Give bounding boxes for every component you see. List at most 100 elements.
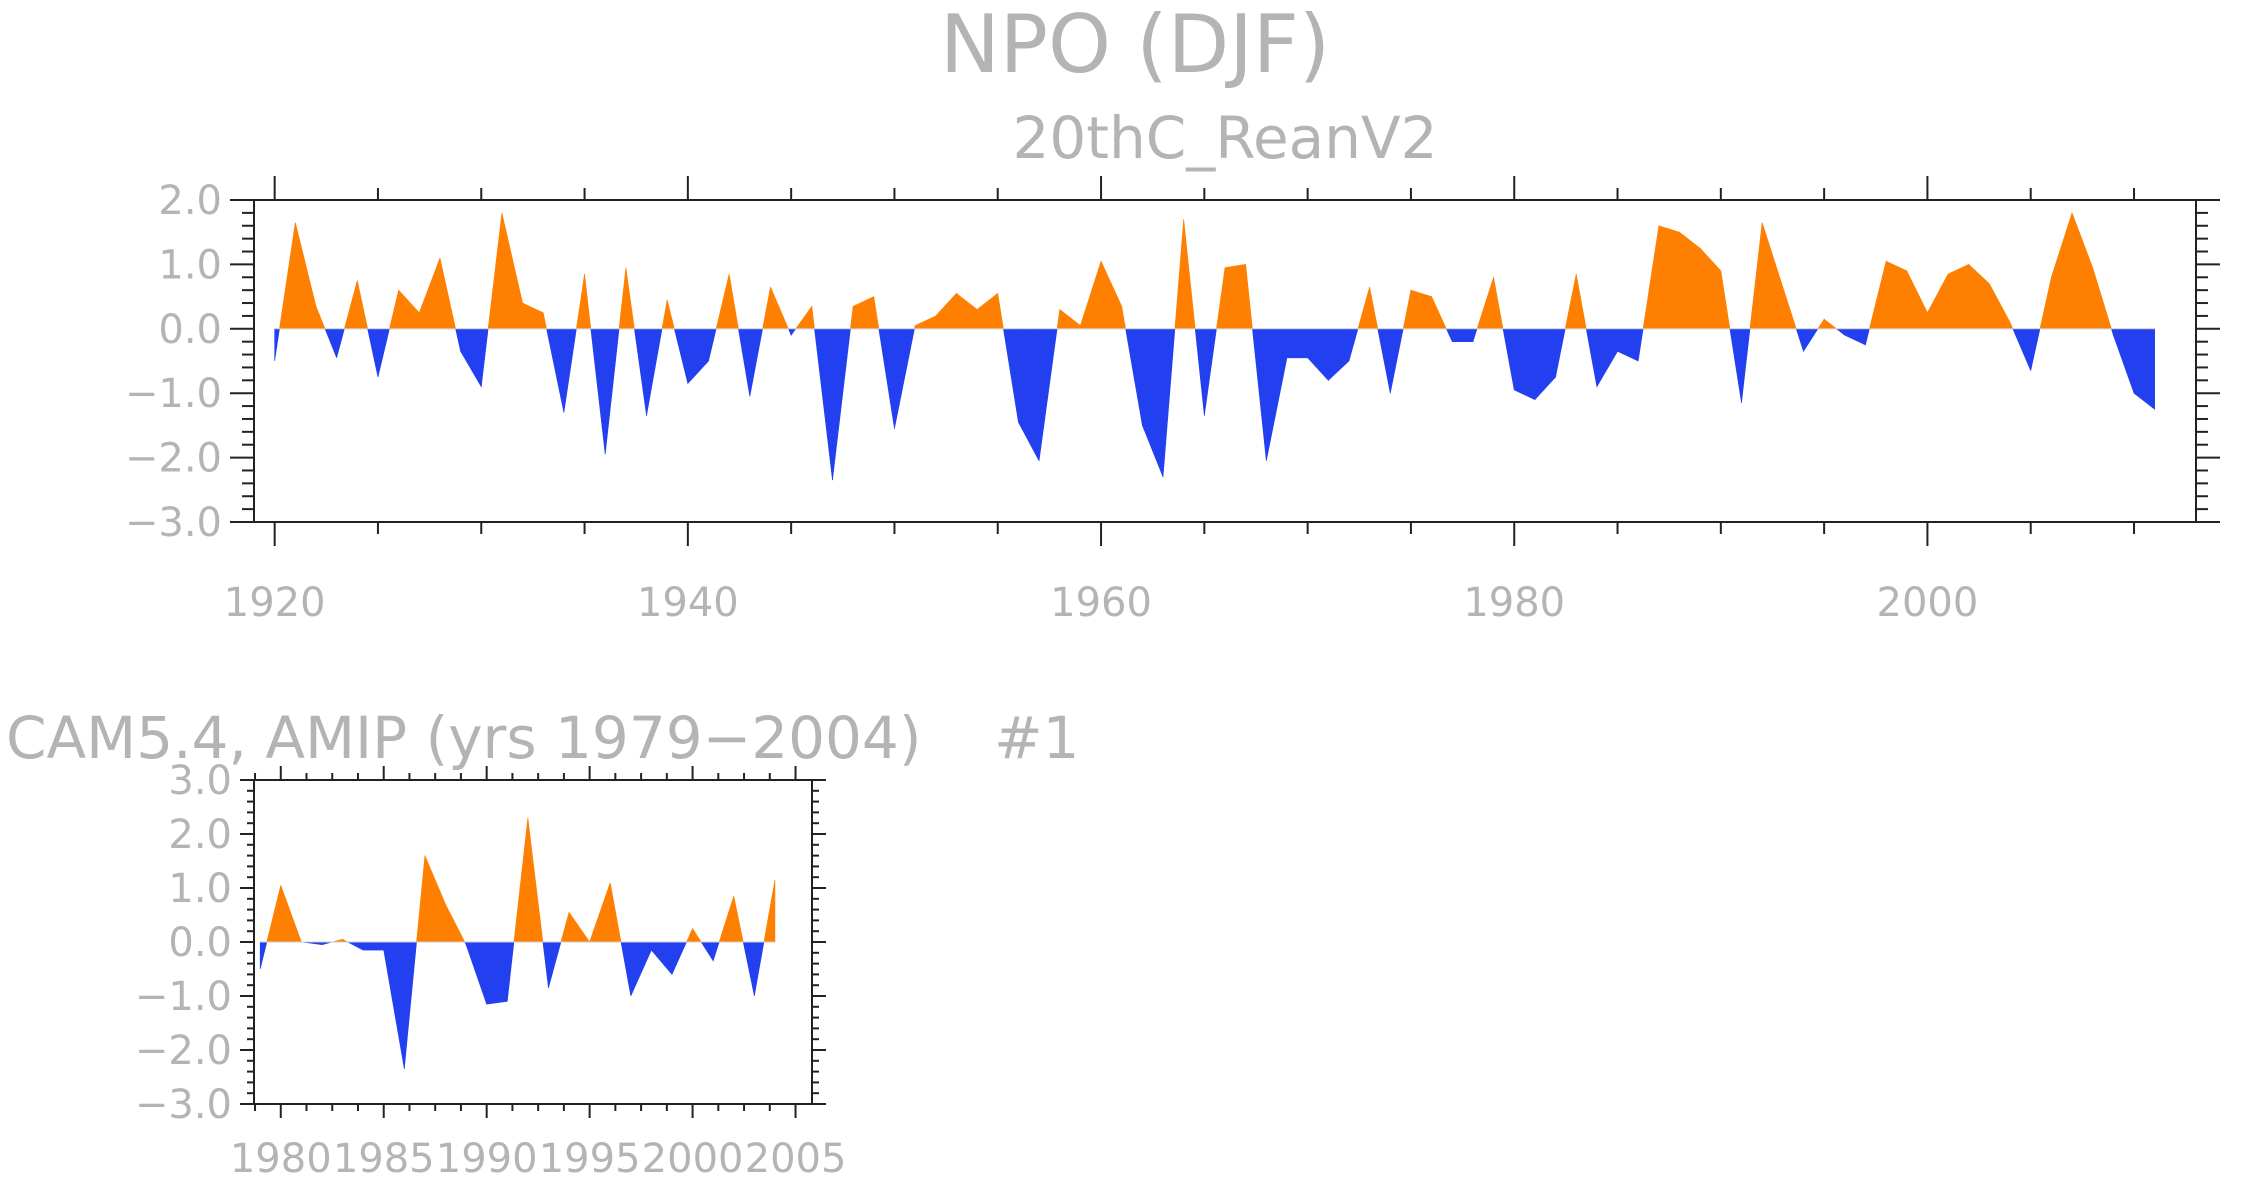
area-segment: [315, 306, 326, 330]
model-run-label: #1: [994, 704, 1080, 772]
area-segment: [487, 212, 503, 330]
area-segment: [590, 328, 606, 455]
area-segment: [1174, 219, 1184, 330]
area-segment: [1596, 328, 1618, 388]
area-segment: [377, 328, 390, 378]
area-segment: [763, 879, 776, 943]
area-segment: [878, 328, 895, 429]
area-segment: [560, 912, 570, 943]
area-segment: [1038, 328, 1058, 461]
x-tick-label: 1980: [1463, 580, 1565, 626]
area-segment: [661, 299, 668, 330]
area-segment: [686, 928, 693, 943]
model-series: [259, 817, 776, 1069]
area-segment: [266, 885, 282, 943]
area-segment: [480, 328, 489, 387]
area-segment: [712, 941, 720, 961]
area-segment: [1245, 264, 1253, 330]
area-segment: [1658, 225, 1680, 330]
area-segment: [1823, 318, 1838, 330]
area-segment: [1357, 286, 1370, 330]
area-segment: [2133, 328, 2155, 410]
area-segment: [1369, 286, 1379, 330]
area-segment: [2030, 328, 2041, 371]
area-segment: [1947, 263, 1970, 330]
area-segment: [1389, 328, 1404, 394]
area-segment: [513, 817, 529, 943]
y-tick-label: 2.0: [158, 178, 222, 224]
area-segment: [894, 328, 915, 429]
x-tick-label: 1940: [637, 580, 739, 626]
area-segment: [618, 267, 627, 330]
area-segment: [976, 292, 999, 330]
area-segment: [280, 885, 302, 943]
area-segment: [486, 941, 508, 1005]
area-segment: [1835, 328, 1846, 336]
area-segment: [852, 296, 875, 330]
area-segment: [576, 274, 585, 330]
y-tick-label: 1.0: [158, 242, 222, 288]
model-y-axis: 3.0 2.0 1.0 0.0 −1.0 −2.0 −3.0: [135, 758, 826, 1128]
area-segment: [749, 328, 763, 397]
x-tick-label: 1985: [333, 1136, 435, 1177]
area-segment: [2009, 322, 2014, 330]
area-segment: [620, 941, 632, 997]
area-segment: [1451, 328, 1474, 342]
area-segment: [295, 222, 317, 330]
area-segment: [1749, 222, 1763, 330]
area-segment: [832, 328, 851, 481]
area-segment: [542, 941, 549, 988]
y-tick-label: 0.0: [158, 307, 222, 353]
reanalysis-chart: 20thC_ReanV2 2.01.00.0−1.0−2.0−3.0 1920 1…: [125, 104, 2220, 626]
reanalysis-plot-frame: [253, 199, 2197, 523]
area-segment: [692, 927, 702, 943]
area-segment: [651, 941, 673, 976]
area-segment: [389, 290, 399, 330]
area-segment: [1100, 261, 1122, 330]
y-tick-label: 3.0: [168, 758, 232, 804]
area-segment: [814, 328, 833, 481]
area-segment: [728, 274, 739, 330]
area-segment: [1056, 309, 1061, 330]
area-segment: [1476, 277, 1494, 330]
area-segment: [563, 328, 577, 413]
area-segment: [1224, 264, 1246, 330]
x-tick-label: 1980: [230, 1136, 332, 1177]
area-segment: [1402, 290, 1412, 330]
x-tick-label: 1990: [436, 1136, 538, 1177]
area-segment: [568, 911, 591, 943]
model-chart: CAM5.4, AMIP (yrs 1979−2004) #1 3.0 2.0 1.…: [6, 704, 1080, 1177]
x-tick-label: 1960: [1050, 580, 1152, 626]
area-segment: [1513, 328, 1536, 401]
area-segment: [1003, 328, 1019, 423]
area-segment: [404, 941, 417, 1069]
figure-title: NPO (DJF): [940, 0, 1330, 91]
area-segment: [2039, 277, 2052, 330]
area-segment: [1637, 328, 1644, 362]
area-segment: [1431, 296, 1447, 330]
area-segment: [708, 328, 717, 362]
area-segment: [584, 274, 592, 330]
area-segment: [1142, 328, 1164, 478]
area-segment: [1885, 260, 1908, 330]
reanalysis-y-axis: 2.0 1.0 0.0 −1.0 −2.0 −3.0: [125, 178, 2220, 546]
area-segment: [1617, 328, 1639, 362]
model-x-axis: 1980 1985 1990 1995 2000 2005: [230, 766, 846, 1177]
area-segment: [1585, 328, 1598, 387]
reanalysis-series: [274, 212, 2155, 481]
area-segment: [1328, 328, 1350, 382]
area-segment: [733, 896, 744, 943]
area-segment: [548, 941, 562, 988]
area-segment: [2113, 328, 2135, 394]
area-segment: [1729, 328, 1742, 403]
area-segment: [687, 328, 709, 385]
area-segment: [1266, 328, 1288, 461]
area-segment: [1869, 261, 1887, 330]
area-segment: [956, 292, 978, 330]
area-segment: [754, 941, 765, 997]
area-segment: [625, 267, 635, 330]
y-tick-label: −3.0: [125, 500, 222, 546]
y-tick-label: −1.0: [135, 974, 232, 1020]
y-tick-label: 0.0: [168, 920, 232, 966]
